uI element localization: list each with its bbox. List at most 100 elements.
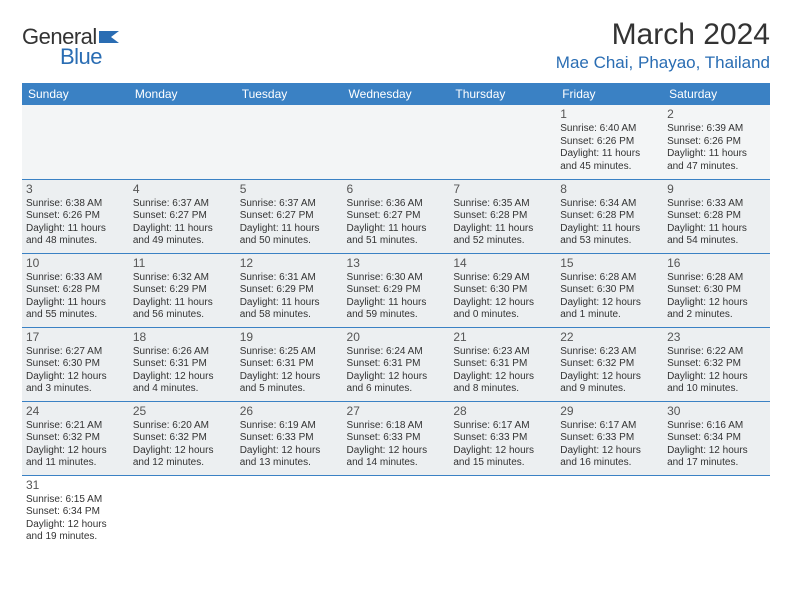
sunrise-text: Sunrise: 6:33 AM (667, 198, 766, 211)
daylight-text-2: and 5 minutes. (240, 383, 339, 396)
daylight-text-2: and 13 minutes. (240, 457, 339, 470)
calendar-day-cell: 25Sunrise: 6:20 AMSunset: 6:32 PMDayligh… (129, 401, 236, 475)
sunset-text: Sunset: 6:32 PM (133, 432, 232, 445)
daylight-text-2: and 10 minutes. (667, 383, 766, 396)
daylight-text-2: and 50 minutes. (240, 235, 339, 248)
calendar-day-cell: 26Sunrise: 6:19 AMSunset: 6:33 PMDayligh… (236, 401, 343, 475)
daylight-text-1: Daylight: 11 hours (347, 223, 446, 236)
sunset-text: Sunset: 6:29 PM (133, 284, 232, 297)
daylight-text-1: Daylight: 12 hours (26, 445, 125, 458)
day-number: 28 (453, 404, 552, 419)
day-number: 16 (667, 256, 766, 271)
daylight-text-1: Daylight: 12 hours (560, 297, 659, 310)
sunrise-text: Sunrise: 6:39 AM (667, 123, 766, 136)
daylight-text-1: Daylight: 11 hours (26, 297, 125, 310)
day-number: 23 (667, 330, 766, 345)
sunrise-text: Sunrise: 6:35 AM (453, 198, 552, 211)
daylight-text-1: Daylight: 12 hours (133, 371, 232, 384)
sunset-text: Sunset: 6:33 PM (560, 432, 659, 445)
daylight-text-2: and 8 minutes. (453, 383, 552, 396)
day-number: 7 (453, 182, 552, 197)
sunrise-text: Sunrise: 6:37 AM (133, 198, 232, 211)
daylight-text-1: Daylight: 11 hours (667, 148, 766, 161)
sunset-text: Sunset: 6:33 PM (453, 432, 552, 445)
sunset-text: Sunset: 6:28 PM (667, 210, 766, 223)
calendar-day-cell: 8Sunrise: 6:34 AMSunset: 6:28 PMDaylight… (556, 179, 663, 253)
calendar-day-cell: 4Sunrise: 6:37 AMSunset: 6:27 PMDaylight… (129, 179, 236, 253)
weekday-header-row: SundayMondayTuesdayWednesdayThursdayFrid… (22, 83, 770, 105)
daylight-text-2: and 3 minutes. (26, 383, 125, 396)
day-number: 18 (133, 330, 232, 345)
logo-text-blue: Blue (60, 44, 102, 70)
calendar-day-cell: 30Sunrise: 6:16 AMSunset: 6:34 PMDayligh… (663, 401, 770, 475)
calendar-empty-cell (236, 105, 343, 179)
calendar-day-cell: 29Sunrise: 6:17 AMSunset: 6:33 PMDayligh… (556, 401, 663, 475)
sunrise-text: Sunrise: 6:40 AM (560, 123, 659, 136)
title-block: March 2024 Mae Chai, Phayao, Thailand (556, 18, 770, 73)
daylight-text-1: Daylight: 12 hours (667, 445, 766, 458)
calendar-day-cell: 5Sunrise: 6:37 AMSunset: 6:27 PMDaylight… (236, 179, 343, 253)
sunrise-text: Sunrise: 6:36 AM (347, 198, 446, 211)
calendar-day-cell: 20Sunrise: 6:24 AMSunset: 6:31 PMDayligh… (343, 327, 450, 401)
calendar-empty-cell (236, 475, 343, 549)
daylight-text-1: Daylight: 11 hours (560, 148, 659, 161)
calendar-day-cell: 12Sunrise: 6:31 AMSunset: 6:29 PMDayligh… (236, 253, 343, 327)
weekday-header: Sunday (22, 83, 129, 105)
calendar-day-cell: 6Sunrise: 6:36 AMSunset: 6:27 PMDaylight… (343, 179, 450, 253)
header: GeneralBlue March 2024 Mae Chai, Phayao,… (22, 18, 770, 73)
sunrise-text: Sunrise: 6:16 AM (667, 420, 766, 433)
day-number: 3 (26, 182, 125, 197)
sunrise-text: Sunrise: 6:23 AM (560, 346, 659, 359)
day-number: 21 (453, 330, 552, 345)
daylight-text-1: Daylight: 12 hours (667, 371, 766, 384)
sunset-text: Sunset: 6:28 PM (26, 284, 125, 297)
day-number: 31 (26, 478, 125, 493)
sunset-text: Sunset: 6:30 PM (26, 358, 125, 371)
sunset-text: Sunset: 6:33 PM (347, 432, 446, 445)
sunset-text: Sunset: 6:31 PM (133, 358, 232, 371)
weekday-header: Tuesday (236, 83, 343, 105)
daylight-text-1: Daylight: 12 hours (453, 371, 552, 384)
daylight-text-1: Daylight: 12 hours (240, 371, 339, 384)
calendar-day-cell: 7Sunrise: 6:35 AMSunset: 6:28 PMDaylight… (449, 179, 556, 253)
daylight-text-1: Daylight: 12 hours (667, 297, 766, 310)
daylight-text-2: and 15 minutes. (453, 457, 552, 470)
calendar-empty-cell (449, 475, 556, 549)
calendar-day-cell: 9Sunrise: 6:33 AMSunset: 6:28 PMDaylight… (663, 179, 770, 253)
day-number: 2 (667, 107, 766, 122)
weekday-header: Thursday (449, 83, 556, 105)
daylight-text-2: and 9 minutes. (560, 383, 659, 396)
calendar-day-cell: 19Sunrise: 6:25 AMSunset: 6:31 PMDayligh… (236, 327, 343, 401)
day-number: 27 (347, 404, 446, 419)
sunset-text: Sunset: 6:31 PM (240, 358, 339, 371)
day-number: 20 (347, 330, 446, 345)
daylight-text-1: Daylight: 11 hours (667, 223, 766, 236)
calendar-day-cell: 17Sunrise: 6:27 AMSunset: 6:30 PMDayligh… (22, 327, 129, 401)
sunset-text: Sunset: 6:28 PM (560, 210, 659, 223)
daylight-text-2: and 49 minutes. (133, 235, 232, 248)
calendar-day-cell: 31Sunrise: 6:15 AMSunset: 6:34 PMDayligh… (22, 475, 129, 549)
daylight-text-2: and 12 minutes. (133, 457, 232, 470)
sunrise-text: Sunrise: 6:20 AM (133, 420, 232, 433)
sunrise-text: Sunrise: 6:24 AM (347, 346, 446, 359)
daylight-text-2: and 6 minutes. (347, 383, 446, 396)
day-number: 17 (26, 330, 125, 345)
weekday-header: Saturday (663, 83, 770, 105)
day-number: 8 (560, 182, 659, 197)
sunset-text: Sunset: 6:26 PM (560, 136, 659, 149)
day-number: 25 (133, 404, 232, 419)
day-number: 22 (560, 330, 659, 345)
day-number: 13 (347, 256, 446, 271)
sunset-text: Sunset: 6:33 PM (240, 432, 339, 445)
calendar-day-cell: 14Sunrise: 6:29 AMSunset: 6:30 PMDayligh… (449, 253, 556, 327)
day-number: 10 (26, 256, 125, 271)
daylight-text-1: Daylight: 12 hours (560, 371, 659, 384)
daylight-text-2: and 51 minutes. (347, 235, 446, 248)
sunrise-text: Sunrise: 6:38 AM (26, 198, 125, 211)
sunset-text: Sunset: 6:30 PM (667, 284, 766, 297)
calendar-day-cell: 24Sunrise: 6:21 AMSunset: 6:32 PMDayligh… (22, 401, 129, 475)
calendar-empty-cell (129, 475, 236, 549)
daylight-text-2: and 14 minutes. (347, 457, 446, 470)
calendar-row: 3Sunrise: 6:38 AMSunset: 6:26 PMDaylight… (22, 179, 770, 253)
daylight-text-2: and 48 minutes. (26, 235, 125, 248)
